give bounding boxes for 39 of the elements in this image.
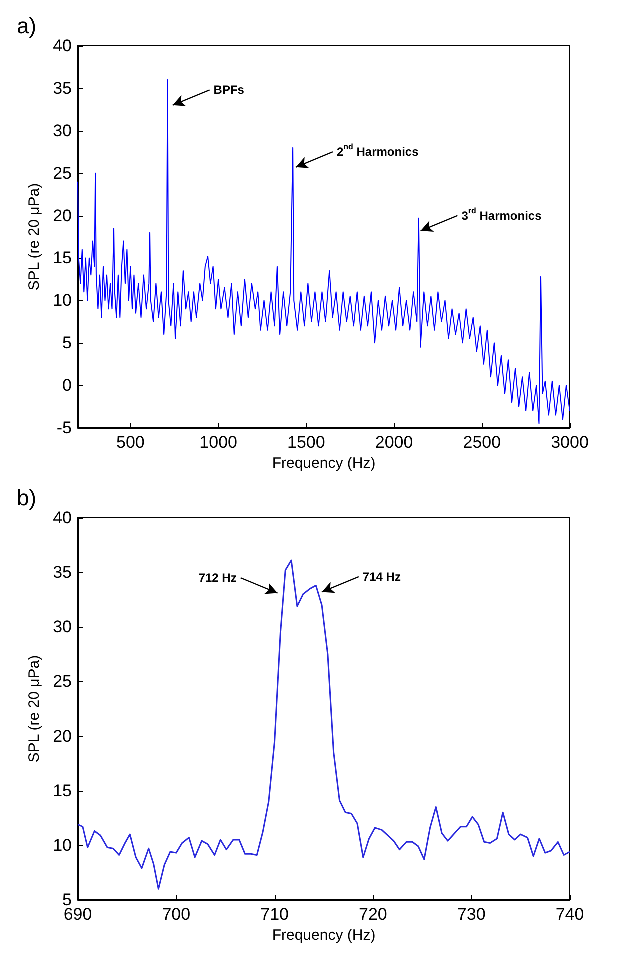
x-tick-label: 1000 — [200, 433, 238, 452]
x-tick-label: 700 — [162, 905, 191, 924]
x-tick-label: 2000 — [375, 433, 414, 452]
x-tick-label: 3000 — [551, 433, 589, 452]
y-tick-label: 40 — [53, 36, 72, 56]
y-tick-label: 35 — [53, 78, 72, 98]
annotation: BPFs — [214, 83, 245, 98]
x-axis-title: Frequency (Hz) — [272, 454, 376, 472]
y-tick-label: 35 — [53, 563, 72, 582]
x-tick-label: 1500 — [288, 433, 326, 452]
y-tick-label: 10 — [53, 291, 72, 310]
x-tick-label: 720 — [359, 905, 388, 924]
y-tick-label: 20 — [53, 726, 72, 746]
y-tick-label: 30 — [53, 121, 72, 140]
annotation: 714 Hz — [362, 570, 401, 584]
x-tick-label: 710 — [260, 905, 289, 924]
x-tick-label: 2500 — [463, 433, 502, 452]
x-tick-label: 730 — [457, 905, 486, 924]
y-tick-label: 15 — [53, 781, 72, 800]
y-tick-label: 40 — [53, 508, 72, 528]
y-tick-label: 20 — [53, 206, 72, 226]
y-tick-label: 5 — [62, 334, 72, 353]
x-tick-label: 740 — [556, 905, 584, 924]
y-tick-label: 30 — [53, 618, 72, 637]
line-series — [78, 79, 570, 424]
y-axis-title: SPL (re 20 μPa) — [26, 183, 43, 291]
y-tick-label: 15 — [53, 248, 72, 268]
x-axis-title: Frequency (Hz) — [272, 926, 376, 944]
annotation: 712 Hz — [198, 571, 237, 586]
line-series — [77, 560, 571, 890]
y-tick-label: 25 — [53, 164, 72, 183]
chart-title: a) — [17, 14, 37, 38]
x-tick-label: 500 — [116, 433, 145, 452]
y-tick-label: 0 — [62, 376, 72, 396]
y-tick-label: 25 — [53, 672, 72, 692]
y-axis-title: SPL (re 20 μPa) — [26, 655, 43, 763]
y-tick-label: 10 — [53, 836, 72, 855]
y-tick-label: -5 — [56, 418, 72, 438]
chart-title: b) — [17, 486, 37, 510]
